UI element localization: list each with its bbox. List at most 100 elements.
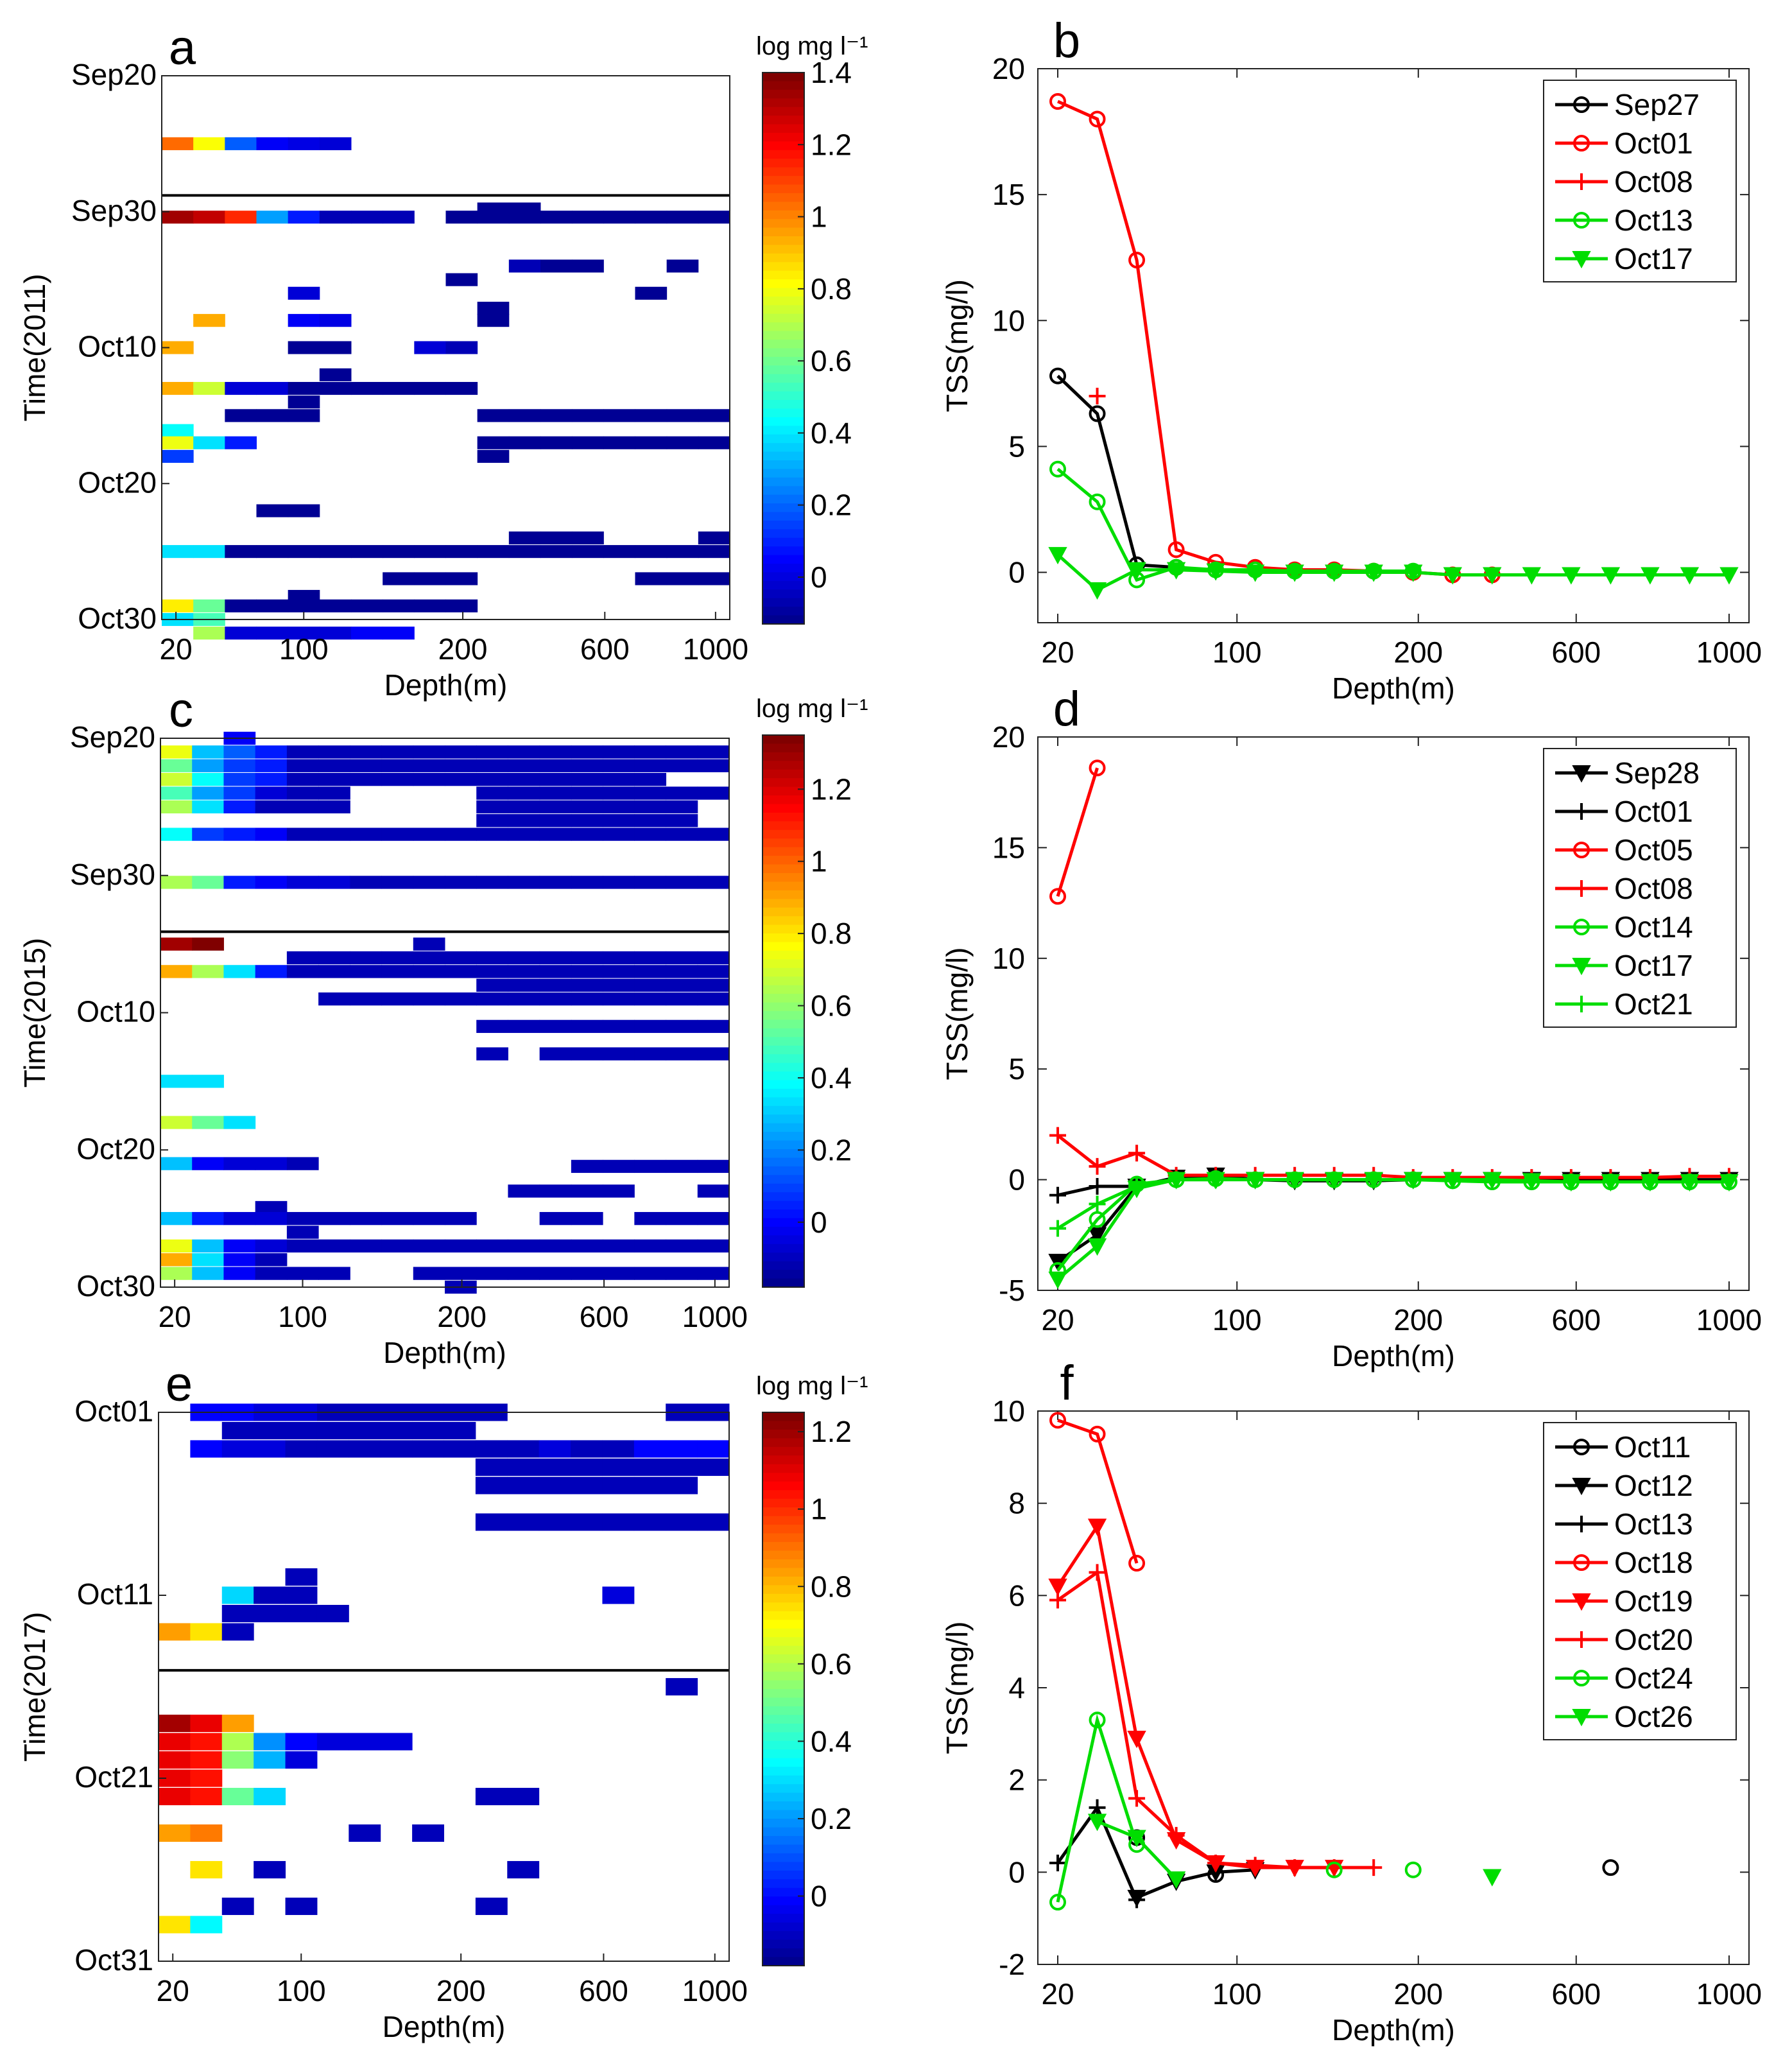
heatmap-cell xyxy=(192,876,224,889)
colorbar-band xyxy=(762,1062,804,1073)
colorbar-band xyxy=(762,881,804,891)
heatmap-cell xyxy=(256,504,289,517)
heatmap-cell xyxy=(162,436,194,449)
heatmap-cell xyxy=(445,572,478,585)
heatmap-cell xyxy=(254,1421,286,1440)
colorbar-tick-label: 1.2 xyxy=(811,128,852,161)
y-tick-label: Sep30 xyxy=(71,194,157,227)
heatmap-cell xyxy=(412,1824,444,1842)
heatmap-cell xyxy=(571,772,603,786)
heatmap-cell xyxy=(383,627,415,640)
heatmap-cell xyxy=(349,1824,381,1842)
heatmap-cell xyxy=(634,800,667,814)
heatmap-cell xyxy=(445,745,477,759)
data-point xyxy=(1641,1174,1660,1192)
heatmap-cell xyxy=(160,1211,193,1226)
colorbar-band xyxy=(762,1870,804,1880)
series-Oct26 xyxy=(1087,1814,1502,1889)
colorbar-band xyxy=(762,503,804,513)
heatmap-cell xyxy=(539,759,572,772)
legend-label: Oct05 xyxy=(1614,833,1693,867)
colorbar-band xyxy=(762,1157,804,1167)
heatmap-cell xyxy=(383,381,415,395)
colorbar-band xyxy=(762,348,804,358)
heatmap-cell xyxy=(254,1787,286,1806)
heatmap-cell xyxy=(445,211,478,224)
colorbar-band xyxy=(762,1490,804,1500)
heatmap-cell xyxy=(160,1075,193,1088)
colorbar-band xyxy=(762,1252,804,1262)
heatmap-cell xyxy=(221,1751,254,1769)
heatmap-cell xyxy=(383,599,415,612)
x-axis-label: Depth(m) xyxy=(383,1336,506,1369)
y-axis-label: TSS(mg/l) xyxy=(940,948,974,1080)
heatmap-cell xyxy=(413,937,445,951)
legend-label: Oct14 xyxy=(1614,910,1693,944)
heatmap-cell xyxy=(193,211,225,224)
data-point xyxy=(1483,1172,1502,1190)
heatmap-cell xyxy=(507,1787,540,1806)
heatmap-cell xyxy=(666,992,698,1006)
heatmap-cell xyxy=(540,211,573,224)
colorbar-band xyxy=(762,950,804,960)
data-point xyxy=(1089,493,1106,510)
colorbar-band xyxy=(762,976,804,986)
heatmap-panel-e: 20 100 200 600 1000 Depth(m) Oct01 Oct11 Oct21 Oc… xyxy=(18,1357,868,2043)
heatmap-cell xyxy=(572,531,604,545)
x-tick-label: 200 xyxy=(437,1300,487,1333)
colorbar-band xyxy=(762,1767,804,1776)
heatmap-cell xyxy=(288,504,320,517)
colorbar-band xyxy=(762,1132,804,1141)
data-point xyxy=(1089,1157,1106,1175)
heatmap-cell xyxy=(350,876,383,889)
legend-label: Oct26 xyxy=(1614,1700,1693,1733)
colorbar-band xyxy=(762,1879,804,1889)
heatmap-cell xyxy=(571,1513,603,1531)
heatmap-cell xyxy=(223,786,256,800)
x-tick-label: 600 xyxy=(580,1300,629,1333)
heatmap-cell xyxy=(666,545,699,559)
colorbar-band xyxy=(762,374,804,384)
heatmap-cell xyxy=(603,876,635,889)
colorbar: 1.2 1 0.8 0.6 0.4 0.2 0 log mg l⁻¹ xyxy=(756,1372,868,1966)
heatmap-cell xyxy=(507,1513,540,1531)
heatmap-cell xyxy=(288,395,320,409)
heatmap-cell xyxy=(538,1458,571,1477)
heatmap-cell xyxy=(475,1477,508,1494)
colorbar-band xyxy=(762,804,804,813)
y-axis-label: Time(2015) xyxy=(18,938,51,1087)
colorbar-band xyxy=(762,1559,804,1569)
heatmap-cell xyxy=(160,800,193,814)
heatmap-cell xyxy=(445,759,477,772)
colorbar-band xyxy=(762,1446,804,1457)
heatmap-cell xyxy=(539,827,572,841)
data-point xyxy=(1285,564,1304,582)
heatmap-cell xyxy=(221,1440,254,1458)
heatmap-cell xyxy=(476,772,508,786)
heatmap-cell xyxy=(286,745,319,759)
heatmap-cell xyxy=(539,876,572,889)
heatmap-cell xyxy=(539,978,572,992)
heatmap-cell xyxy=(538,1477,571,1494)
colorbar-band xyxy=(762,1663,804,1673)
heatmap-cell xyxy=(349,1421,381,1440)
data-point xyxy=(1719,1174,1739,1192)
data-point xyxy=(1573,1631,1590,1648)
heatmap-cell xyxy=(602,1586,635,1604)
colorbar-band xyxy=(762,1183,804,1193)
heatmap-cell xyxy=(697,1458,730,1477)
heatmap-cell xyxy=(254,1440,286,1458)
y-tick-label: 20 xyxy=(992,720,1025,754)
data-point xyxy=(1601,1174,1621,1192)
heatmap-cell xyxy=(160,759,193,772)
heatmap-cell xyxy=(285,1604,318,1623)
colorbar-band xyxy=(762,1516,804,1526)
heatmap-cell xyxy=(540,531,573,545)
data-point xyxy=(1128,1790,1146,1807)
x-tick-label: 20 xyxy=(157,1974,189,2007)
y-tick-label: Sep20 xyxy=(71,58,157,91)
colorbar-tick-label: 0 xyxy=(811,560,827,594)
colorbar-band xyxy=(762,1105,804,1116)
heatmap-cell xyxy=(697,759,730,772)
heatmap-cell xyxy=(190,1916,223,1934)
